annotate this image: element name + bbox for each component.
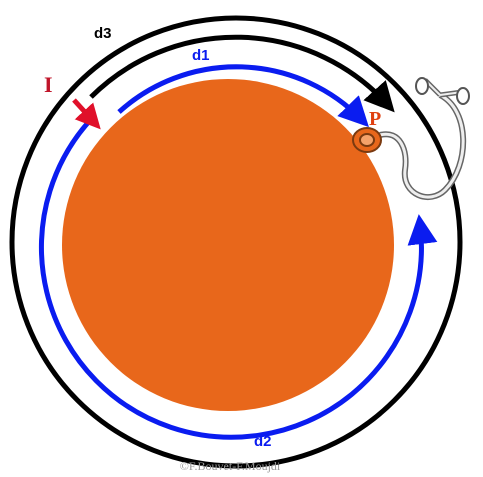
label-d3: d3 (94, 25, 112, 42)
label-d2: d2 (254, 433, 272, 450)
d1-arc (117, 64, 369, 128)
d2-arc (38, 113, 438, 440)
credit: ©F.Bouvet-F.Moujdi (180, 459, 281, 473)
label-i: I (44, 72, 53, 97)
outer-ring (9, 15, 463, 469)
d3-arc (89, 34, 395, 113)
stethoscope (352, 77, 470, 201)
label-p: P (369, 108, 381, 130)
body-circle (62, 79, 394, 411)
label-d1: d1 (192, 47, 210, 64)
incident-arrow (72, 98, 101, 130)
